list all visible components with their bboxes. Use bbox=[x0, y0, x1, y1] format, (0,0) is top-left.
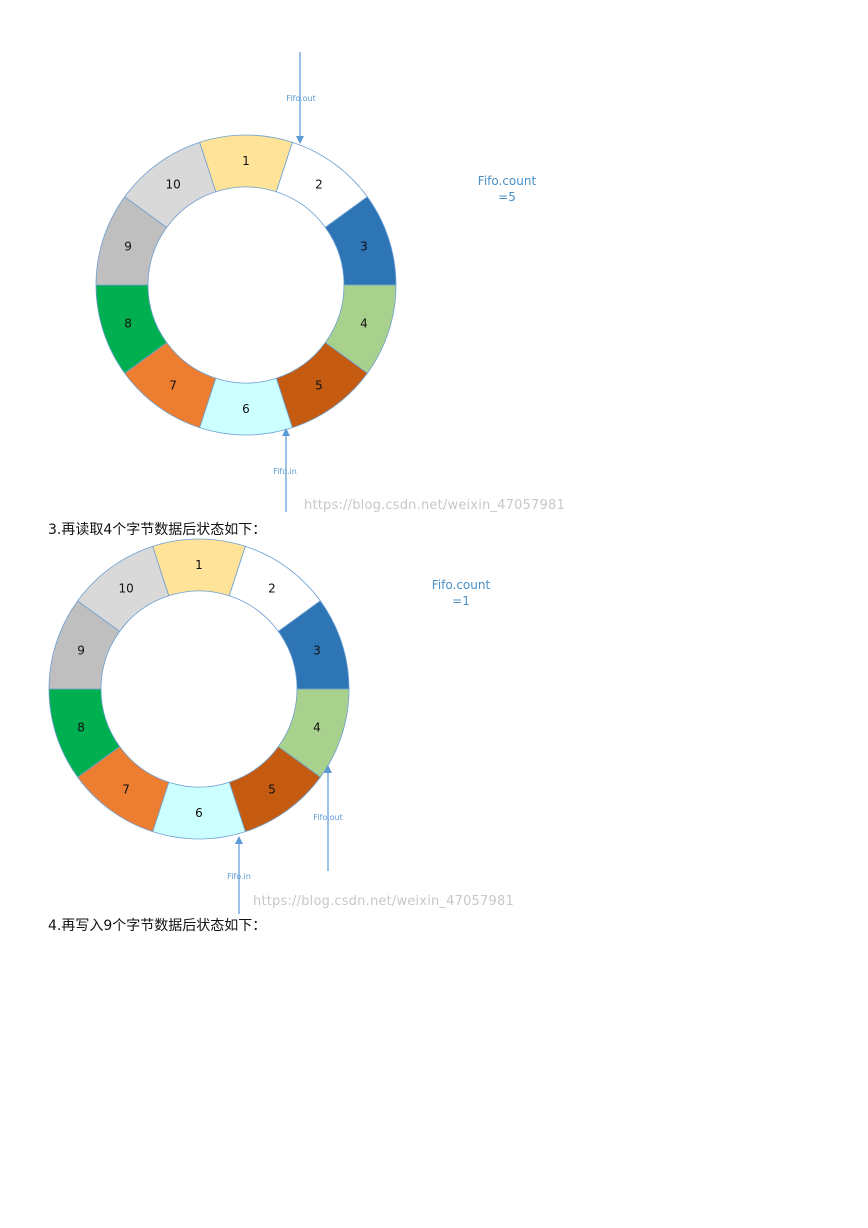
ring-segment-label-1: 1 bbox=[242, 154, 250, 168]
ring-segment-label-3: 3 bbox=[313, 644, 321, 658]
fifo-diagram-1: 1 2 3 4 5 6 7 8 9 10 Fifo.out Fifo.in Fifo.count … bbox=[0, 0, 868, 520]
fifo-count-label-2: Fifo.count =1 bbox=[424, 577, 498, 609]
ring-segment-label-5: 5 bbox=[315, 378, 323, 392]
ring-buffer-2: 1 2 3 4 5 6 7 8 9 10 bbox=[48, 538, 350, 840]
caption-step-3: 3.再读取4个字节数据后状态如下： bbox=[48, 522, 267, 538]
ring-segment-label-9: 9 bbox=[124, 240, 132, 254]
ring-buffer-chart-2: 1 2 3 4 5 6 7 8 9 10 Fifo.out Fifo.in bbox=[48, 538, 350, 914]
fifo-diagram-2: 1 2 3 4 5 6 7 8 9 10 Fifo.out Fifo.in Fifo.count … bbox=[0, 520, 868, 920]
out-pointer-1: Fifo.out bbox=[286, 52, 316, 144]
ring-segment-10 bbox=[124, 141, 217, 228]
caption-step-4: 4.再写入9个字节数据后状态如下： bbox=[48, 918, 267, 934]
ring-segment-label-6: 6 bbox=[242, 402, 250, 416]
ring-segment-label-4: 4 bbox=[313, 720, 321, 734]
in-pointer-label: Fifo.in bbox=[227, 872, 251, 881]
ring-segment-label-2: 2 bbox=[315, 178, 323, 192]
fifo-count-value: =1 bbox=[452, 594, 470, 608]
ring-buffer-1: 1 2 3 4 5 6 7 8 9 10 bbox=[95, 134, 397, 436]
ring-segment-label-9: 9 bbox=[77, 644, 85, 658]
ring-segment-label-1: 1 bbox=[195, 558, 203, 572]
ring-segment-label-10: 10 bbox=[118, 582, 133, 596]
ring-segment-label-5: 5 bbox=[268, 782, 276, 796]
ring-segment-label-7: 7 bbox=[122, 782, 130, 796]
fifo-count-title: Fifo.count bbox=[477, 174, 537, 188]
fifo-count-label-1: Fifo.count =5 bbox=[470, 173, 544, 205]
in-pointer-1: Fifo.in bbox=[273, 428, 297, 512]
ring-segment-label-7: 7 bbox=[169, 378, 177, 392]
ring-segment-label-2: 2 bbox=[268, 582, 276, 596]
out-pointer-label: Fifo.out bbox=[286, 94, 315, 103]
fifo-count-value: =5 bbox=[498, 190, 516, 204]
in-pointer-2: Fifo.in bbox=[227, 836, 251, 914]
in-pointer-label: Fifo.in bbox=[273, 467, 297, 476]
out-pointer-label: Fifo.out bbox=[313, 813, 342, 822]
watermark: https://blog.csdn.net/weixin_47057981 bbox=[304, 498, 565, 513]
fifo-count-title: Fifo.count bbox=[431, 578, 491, 592]
out-pointer-2: Fifo.out bbox=[313, 765, 343, 871]
ring-buffer-chart-1: 1 2 3 4 5 6 7 8 9 10 Fifo.out Fifo.in bbox=[95, 52, 397, 512]
watermark: https://blog.csdn.net/weixin_47057981 bbox=[253, 894, 514, 909]
ring-segment-10 bbox=[77, 545, 170, 632]
ring-segment-label-3: 3 bbox=[360, 240, 368, 254]
ring-segment-label-10: 10 bbox=[165, 178, 180, 192]
ring-segment-label-8: 8 bbox=[124, 316, 132, 330]
ring-segment-label-4: 4 bbox=[360, 316, 368, 330]
ring-segment-label-6: 6 bbox=[195, 806, 203, 820]
ring-segment-label-8: 8 bbox=[77, 720, 85, 734]
